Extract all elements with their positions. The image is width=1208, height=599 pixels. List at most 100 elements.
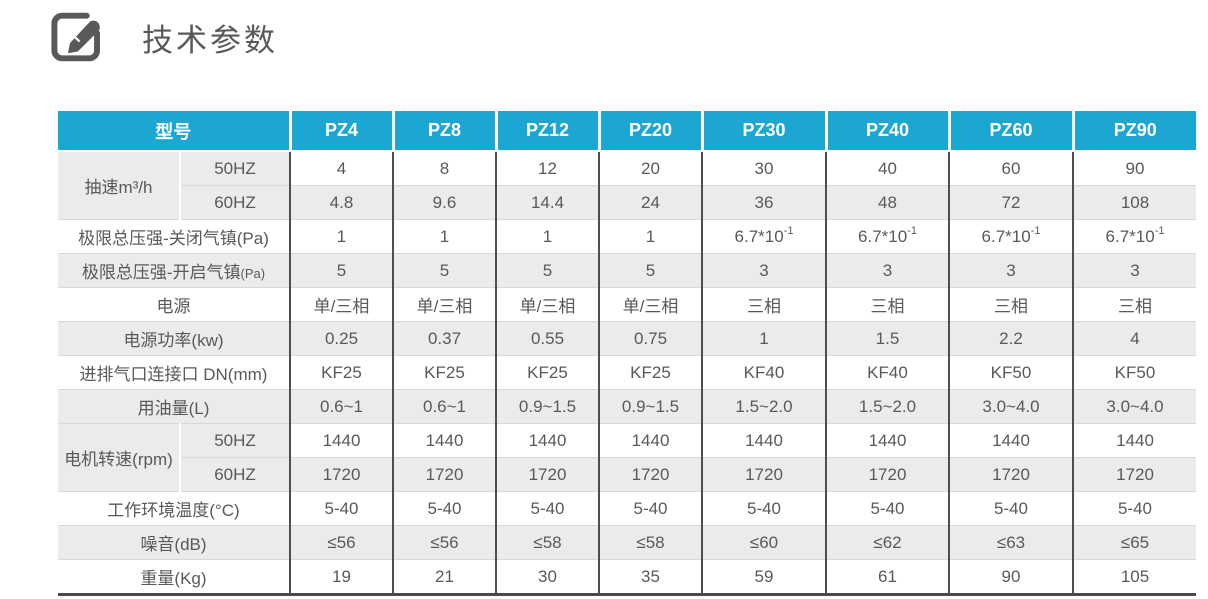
cell-pz20-r9: 1440 <box>598 423 702 458</box>
superscript-exponent: -1 <box>907 224 917 237</box>
cell-pz12-r2: 14.4 <box>495 185 599 220</box>
cell-pz20-r5: 单/三相 <box>598 287 702 322</box>
cell-pz40-r1: 40 <box>825 151 949 186</box>
cell-pz40-r11: 5-40 <box>825 491 949 526</box>
cell-pz8-r8: 0.6~1 <box>392 389 496 424</box>
cell-pz30-r9: 1440 <box>701 423 826 458</box>
superscript-exponent: -1 <box>1030 224 1041 237</box>
row-group-label: 电机转速(rpm) <box>58 423 180 492</box>
cell-pz30-r1: 30 <box>701 151 826 186</box>
cell-pz90-r10: 1720 <box>1072 457 1196 492</box>
cell-pz8-r10: 1720 <box>392 457 496 492</box>
cell-pz60-r5: 三相 <box>948 287 1073 322</box>
cell-pz90-r9: 1440 <box>1072 423 1196 458</box>
header-pz30: PZ30 <box>702 111 828 152</box>
cell-pz30-r13: 59 <box>701 559 826 596</box>
cell-pz12-r7: KF25 <box>495 355 599 390</box>
cell-pz12-r12: ≤58 <box>495 525 599 560</box>
header-pz4: PZ4 <box>290 111 395 152</box>
table-row: 极限总压强-开启气镇(Pa) 5 5 5 5 3 3 3 3 <box>58 253 1196 288</box>
header-pz12: PZ12 <box>496 111 601 152</box>
cell-pz20-r1: 20 <box>598 151 702 186</box>
table-row: 极限总压强-关闭气镇(Pa) 1 1 1 1 6.7*10-1 6.7*10-1 6.7*10… <box>58 219 1196 254</box>
row-label: 电源功率(kw) <box>58 321 290 356</box>
row-sub-label: 60HZ <box>179 457 290 492</box>
cell-pz60-r2: 72 <box>948 185 1073 220</box>
table-row: 用油量(L) 0.6~1 0.6~1 0.9~1.5 0.9~1.5 1.5~2.0 1.5… <box>58 389 1196 424</box>
cell-pz40-r12: ≤62 <box>825 525 949 560</box>
superscript-exponent: -1 <box>783 224 794 237</box>
cell-pz30-r7: KF40 <box>701 355 826 390</box>
row-label: 极限总压强-开启气镇(Pa) <box>58 253 290 288</box>
row-label-unit: (Pa) <box>240 266 266 281</box>
superscript-exponent: -1 <box>1154 224 1165 237</box>
cell-pz90-r5: 三相 <box>1072 287 1196 322</box>
header-pz60: PZ60 <box>949 111 1075 152</box>
header-pz90: PZ90 <box>1073 111 1196 152</box>
row-label: 工作环境温度(°C) <box>58 491 290 526</box>
cell-pz60-r9: 1440 <box>948 423 1073 458</box>
row-sub-label: 60HZ <box>179 185 290 220</box>
cell-pz8-r6: 0.37 <box>392 321 496 356</box>
cell-pz12-r3: 1 <box>495 219 599 254</box>
row-label: 电源 <box>58 287 290 322</box>
cell-pz60-r3: 6.7*10-1 <box>948 219 1073 254</box>
row-sub-label: 50HZ <box>179 423 290 458</box>
cell-pz90-r4: 3 <box>1072 253 1196 288</box>
cell-pz8-r2: 9.6 <box>392 185 496 220</box>
cell-pz60-r7: KF50 <box>948 355 1073 390</box>
cell-pz4-r3: 1 <box>289 219 393 254</box>
cell-pz4-r2: 4.8 <box>289 185 393 220</box>
table-row: 重量(Kg) 19 21 30 35 59 61 90 105 <box>58 559 1196 596</box>
table-row: 进排气口连接口 DN(mm) KF25 KF25 KF25 KF25 KF40 KF40 KF… <box>58 355 1196 390</box>
row-label: 进排气口连接口 DN(mm) <box>58 355 290 390</box>
table-row: 电源 单/三相 单/三相 单/三相 单/三相 三相 三相 三相 三相 <box>58 287 1196 322</box>
cell-pz4-r1: 4 <box>289 151 393 186</box>
row-group-label: 抽速m³/h <box>58 151 180 220</box>
cell-pz4-r4: 5 <box>289 253 393 288</box>
row-label: 极限总压强-关闭气镇(Pa) <box>58 219 290 254</box>
cell-pz20-r12: ≤58 <box>598 525 702 560</box>
spec-table: 型号 PZ4 PZ8 PZ12 PZ20 PZ30 PZ40 PZ60 PZ90 抽速m³/h 5… <box>58 111 1196 596</box>
cell-pz20-r7: KF25 <box>598 355 702 390</box>
cell-pz4-r8: 0.6~1 <box>289 389 393 424</box>
cell-pz12-r10: 1720 <box>495 457 599 492</box>
cell-pz30-r4: 3 <box>701 253 826 288</box>
row-label: 用油量(L) <box>58 389 290 424</box>
cell-pz60-r4: 3 <box>948 253 1073 288</box>
cell-pz8-r5: 单/三相 <box>392 287 496 322</box>
cell-pz30-r3: 6.7*10-1 <box>701 219 826 254</box>
header-pz8: PZ8 <box>393 111 498 152</box>
cell-pz30-r10: 1720 <box>701 457 826 492</box>
header-pz40: PZ40 <box>826 111 951 152</box>
cell-pz4-r11: 5-40 <box>289 491 393 526</box>
cell-pz12-r5: 单/三相 <box>495 287 599 322</box>
header-model-label: 型号 <box>58 111 292 152</box>
cell-pz40-r8: 1.5~2.0 <box>825 389 949 424</box>
cell-pz4-r10: 1720 <box>289 457 393 492</box>
cell-pz40-r9: 1440 <box>825 423 949 458</box>
cell-pz90-r1: 90 <box>1072 151 1196 186</box>
cell-pz20-r2: 24 <box>598 185 702 220</box>
cell-pz12-r6: 0.55 <box>495 321 599 356</box>
cell-pz8-r3: 1 <box>392 219 496 254</box>
page-title: 技术参数 <box>142 22 278 58</box>
cell-pz12-r9: 1440 <box>495 423 599 458</box>
cell-pz30-r8: 1.5~2.0 <box>701 389 826 424</box>
cell-pz60-r1: 60 <box>948 151 1073 186</box>
page-header: 技术参数 <box>44 6 278 68</box>
table-row: 60HZ 1720 1720 1720 1720 1720 1720 1720 1720 <box>58 457 1196 492</box>
cell-pz60-r12: ≤63 <box>948 525 1073 560</box>
cell-pz20-r3: 1 <box>598 219 702 254</box>
cell-pz4-r12: ≤56 <box>289 525 393 560</box>
cell-pz30-r5: 三相 <box>701 287 826 322</box>
cell-pz90-r3: 6.7*10-1 <box>1072 219 1196 254</box>
cell-pz20-r8: 0.9~1.5 <box>598 389 702 424</box>
cell-pz12-r8: 0.9~1.5 <box>495 389 599 424</box>
cell-pz40-r2: 48 <box>825 185 949 220</box>
cell-pz40-r10: 1720 <box>825 457 949 492</box>
cell-pz30-r12: ≤60 <box>701 525 826 560</box>
cell-pz40-r13: 61 <box>825 559 949 596</box>
cell-pz8-r7: KF25 <box>392 355 496 390</box>
cell-pz90-r6: 4 <box>1072 321 1196 356</box>
